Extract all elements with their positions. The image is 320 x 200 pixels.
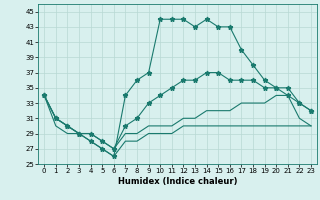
X-axis label: Humidex (Indice chaleur): Humidex (Indice chaleur) bbox=[118, 177, 237, 186]
